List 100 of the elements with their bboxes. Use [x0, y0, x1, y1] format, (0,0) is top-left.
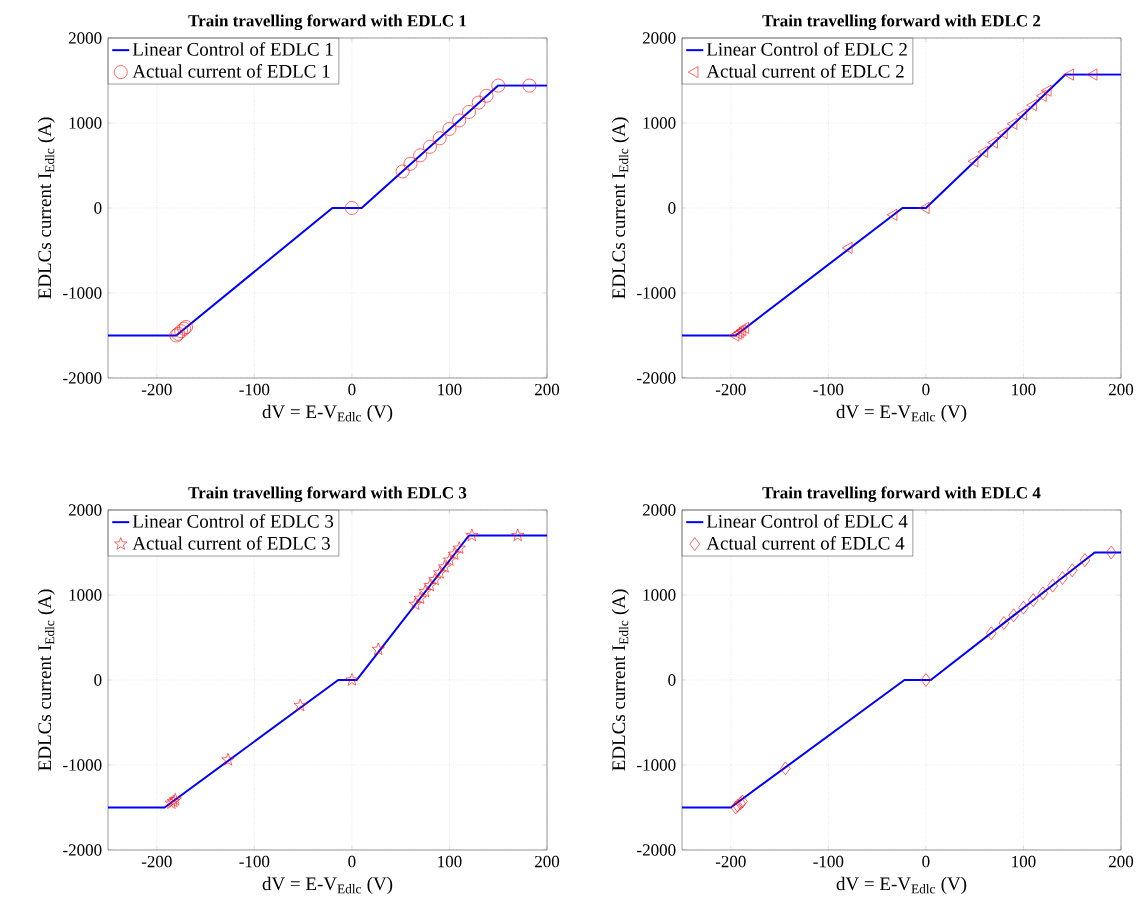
point	[977, 145, 988, 158]
x-tick-label: 200	[535, 855, 560, 868]
x-axis-title: dV = E-V$_{Edlc}$ (V)	[262, 876, 393, 895]
point	[886, 208, 898, 221]
point	[998, 616, 1010, 630]
legend-label: Actual current of EDLC 4	[706, 536, 905, 550]
y-tick-label: 0	[668, 674, 676, 686]
point	[418, 584, 432, 598]
point	[842, 242, 853, 254]
point	[1026, 99, 1037, 112]
y-axis-title: EDLCs current I$_{Edlc}$ (A)	[611, 117, 629, 299]
point	[987, 136, 998, 149]
point	[433, 566, 447, 579]
x-tick-label: -100	[239, 855, 270, 868]
point	[442, 553, 456, 566]
x-tick-label: -200	[141, 855, 172, 868]
point	[371, 642, 385, 655]
point	[447, 547, 461, 560]
point	[511, 528, 525, 542]
x-tick-label: 0	[922, 383, 930, 396]
x-tick-label: 0	[922, 855, 930, 868]
y-axis-title: EDLCs current I$_{Edlc}$ (A)	[611, 589, 629, 771]
x-tick-label: 0	[348, 855, 356, 868]
legend-label: Linear Control of EDLC 2	[706, 42, 907, 56]
x-tick-label: 100	[1012, 855, 1036, 868]
y-tick-label: 2000	[68, 32, 102, 44]
y-tick-label: 1000	[69, 589, 102, 601]
point	[452, 541, 466, 554]
legend-label: Linear Control of EDLC 3	[132, 514, 334, 528]
point	[1063, 68, 1074, 81]
point	[1067, 563, 1078, 578]
point	[423, 139, 437, 154]
y-tick-label: -2000	[637, 844, 676, 856]
point	[432, 131, 447, 146]
point	[345, 673, 359, 686]
point	[1057, 571, 1068, 585]
y-tick-label: 2000	[68, 504, 102, 516]
point	[428, 572, 442, 586]
legend-label: Actual current of EDLC 1	[132, 64, 330, 78]
y-tick-label: 2000	[642, 504, 676, 516]
y-tick-label: 1000	[69, 117, 102, 129]
point	[442, 122, 457, 136]
x-tick-label: -100	[239, 383, 270, 396]
point	[780, 761, 791, 776]
point	[1086, 68, 1098, 81]
point	[919, 202, 930, 214]
x-tick-label: -100	[813, 383, 844, 396]
point	[1006, 117, 1018, 130]
point	[1036, 89, 1047, 102]
y-tick-label: 0	[668, 202, 676, 214]
x-tick-label: -200	[141, 383, 172, 396]
point	[345, 201, 359, 215]
legend-label: Linear Control of EDLC 1	[132, 42, 333, 56]
point	[920, 673, 932, 687]
y-tick-label: 1000	[643, 117, 676, 129]
point	[293, 698, 307, 712]
legend-label: Linear Control of EDLC 4	[706, 514, 908, 528]
x-tick-label: 200	[1109, 855, 1134, 868]
point	[423, 578, 437, 592]
point	[491, 78, 506, 93]
point	[967, 155, 979, 168]
x-tick-label: 100	[438, 383, 462, 396]
point	[1079, 553, 1091, 567]
y-tick-label: 0	[94, 674, 102, 686]
point	[997, 127, 1008, 140]
point	[1106, 545, 1117, 560]
x-tick-label: -200	[715, 855, 746, 868]
x-tick-label: 200	[535, 383, 560, 396]
y-tick-label: 1000	[643, 589, 676, 601]
y-tick-label: -2000	[637, 372, 676, 384]
x-tick-label: -100	[813, 855, 844, 868]
y-axis-title: EDLCs current I$_{Edlc}$ (A)	[37, 117, 55, 299]
legend-label: Actual current of EDLC 3	[132, 536, 330, 550]
x-axis-title: dV = E-V$_{Edlc}$ (V)	[836, 876, 967, 895]
chart-title: Train travelling forward with EDLC 1	[188, 14, 466, 31]
point	[395, 164, 410, 179]
point	[1018, 600, 1029, 615]
point	[221, 753, 235, 766]
y-axis-title: EDLCs current I$_{Edlc}$ (A)	[37, 589, 55, 771]
point	[408, 597, 422, 610]
chart-title: Train travelling forward with EDLC 3	[188, 486, 467, 503]
chart-title: Train travelling forward with EDLC 2	[762, 14, 1041, 31]
chart-title: Train travelling forward with EDLC 4	[762, 486, 1041, 503]
point	[465, 528, 479, 542]
point	[1037, 586, 1049, 601]
legend-label: Actual current of EDLC 2	[706, 64, 904, 78]
y-tick-label: -1000	[63, 759, 102, 771]
y-tick-label: -2000	[63, 372, 102, 384]
point	[452, 113, 467, 128]
x-tick-label: 100	[1012, 383, 1036, 396]
x-tick-label: 200	[1109, 383, 1134, 396]
point	[471, 95, 486, 110]
x-axis-title: dV = E-V$_{Edlc}$ (V)	[262, 404, 393, 423]
point	[413, 591, 427, 604]
point	[1016, 108, 1027, 121]
point	[1008, 608, 1019, 623]
y-tick-label: -1000	[637, 759, 676, 771]
y-tick-label: 0	[94, 202, 102, 214]
point	[1028, 593, 1039, 607]
point	[462, 105, 476, 119]
